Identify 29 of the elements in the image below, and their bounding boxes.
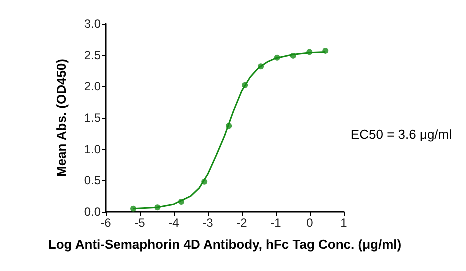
x-tick-label: 1	[340, 216, 348, 230]
point	[178, 198, 184, 205]
point	[242, 82, 248, 88]
y-tick-label: 2.5	[84, 48, 102, 62]
point	[322, 48, 329, 54]
y-axis-title: Mean Abs. (OD450)	[54, 59, 69, 177]
point	[290, 52, 296, 59]
x-tick-label: -4	[168, 216, 180, 230]
point	[202, 178, 208, 185]
text: EC50 = 3.6 μg/ml	[350, 127, 452, 142]
x-tick-label: -5	[134, 216, 146, 230]
point	[258, 64, 264, 70]
x-tick-label: 0	[306, 216, 314, 230]
point	[274, 54, 280, 61]
x-tick-label: -6	[100, 216, 112, 230]
x-tick-label: -1	[270, 216, 282, 230]
y-tick-label: 1.0	[84, 142, 102, 156]
y-tick-label: 3.0	[84, 17, 102, 31]
x-tick-label: -3	[202, 216, 214, 230]
y-tick-label: 1.5	[84, 111, 102, 125]
point	[130, 206, 137, 212]
y-tick-label: 0.5	[84, 174, 102, 188]
x-tick-label: -2	[236, 216, 248, 230]
y-tick-label: 2.0	[84, 80, 102, 94]
point	[306, 49, 313, 56]
x-axis-title: Log Anti-Semaphorin 4D Antibody, hFc Tag Conc. (μg/ml)	[48, 237, 402, 252]
y-tick-label: 0.0	[84, 205, 102, 219]
point	[154, 204, 161, 211]
point	[226, 123, 232, 130]
